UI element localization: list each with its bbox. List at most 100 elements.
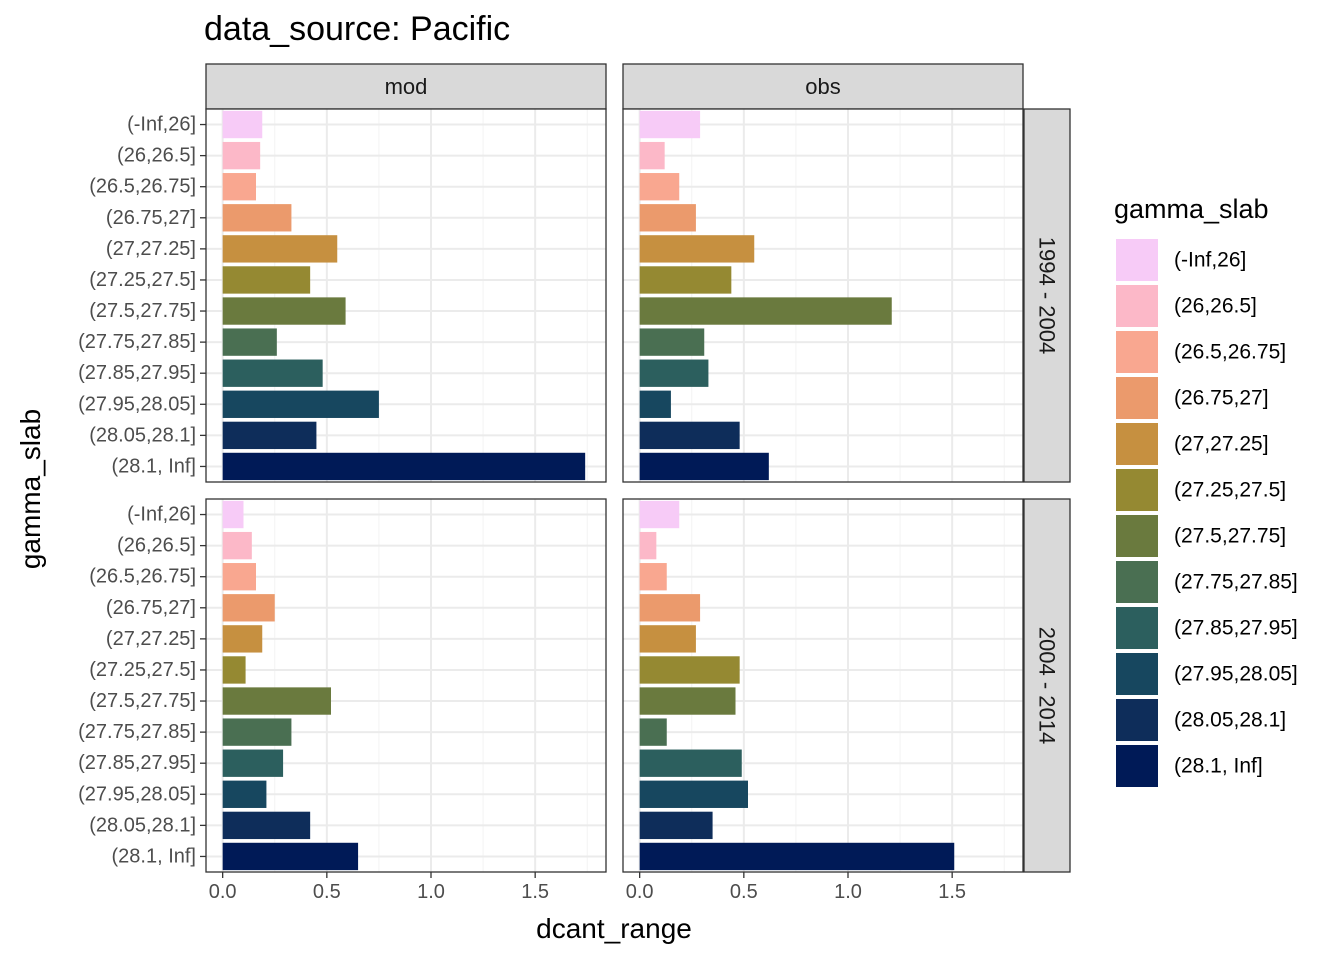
legend-item: (26,26.5] bbox=[1116, 285, 1257, 327]
bar-(27.25,27.5] bbox=[639, 266, 732, 294]
x-tick-label: 1.5 bbox=[938, 881, 966, 903]
legend: gamma_slab (-Inf,26] (26,26.5] (26.5,26.75… bbox=[1114, 194, 1298, 787]
bar-(27.85,27.95] bbox=[639, 359, 709, 387]
bar-(-Inf,26] bbox=[222, 500, 244, 529]
legend-label: (27,27.25] bbox=[1174, 433, 1269, 456]
bar-(26,26.5] bbox=[222, 141, 261, 170]
bar-(26.75,27] bbox=[639, 204, 696, 232]
bar-(26,26.5] bbox=[222, 531, 252, 560]
strip-label: obs bbox=[805, 74, 840, 99]
bar-(27.75,27.85] bbox=[639, 718, 667, 746]
legend-key bbox=[1116, 515, 1158, 557]
legend-item: (-Inf,26] bbox=[1116, 239, 1246, 281]
panel-border bbox=[205, 498, 607, 873]
facet-panels: mod obs 1994 - 2004 2004 - 2014 (-Inf,26] (26… bbox=[78, 63, 1071, 903]
bar-(26.5,26.75] bbox=[639, 173, 680, 201]
row-strip: 1994 - 2004 bbox=[1023, 108, 1071, 483]
legend-key bbox=[1116, 331, 1158, 373]
legend-key bbox=[1116, 469, 1158, 511]
panel-background bbox=[623, 499, 1023, 872]
y-tick-label: (27,27.25] bbox=[106, 238, 196, 260]
bar-(28.05,28.1] bbox=[639, 811, 713, 840]
x-tick-label: 1.0 bbox=[417, 881, 445, 903]
panel-border bbox=[205, 108, 607, 483]
y-tick-label: (27.25,27.5] bbox=[89, 659, 196, 681]
legend-label: (27.75,27.85] bbox=[1174, 571, 1298, 594]
legend-key bbox=[1116, 561, 1158, 603]
bar-(26,26.5] bbox=[639, 141, 665, 170]
legend-item: (27.75,27.85] bbox=[1116, 561, 1298, 603]
panel-background bbox=[206, 109, 606, 482]
legend-key bbox=[1116, 423, 1158, 465]
bar-(26.5,26.75] bbox=[639, 563, 667, 591]
panel-border bbox=[622, 498, 1024, 873]
y-tick-label: (27.75,27.85] bbox=[78, 721, 196, 743]
facet-panel: (-Inf,26] (26,26.5] (26.5,26.75] (26.75,27]… bbox=[78, 498, 607, 903]
bar-(27.85,27.95] bbox=[222, 749, 284, 777]
legend-item: (27,27.25] bbox=[1116, 423, 1269, 465]
bar-(28.05,28.1] bbox=[222, 811, 311, 840]
facet-panel bbox=[622, 108, 1024, 483]
legend-key bbox=[1116, 699, 1158, 741]
x-axis-title: dcant_range bbox=[536, 913, 692, 944]
bar-(27,27.25] bbox=[639, 235, 755, 263]
bar-(27.5,27.75] bbox=[639, 687, 736, 715]
y-tick-label: (28.1, Inf] bbox=[112, 845, 197, 867]
legend-item: (28.1, Inf] bbox=[1116, 745, 1263, 787]
strip-background bbox=[1023, 108, 1071, 483]
y-tick-label: (26,26.5] bbox=[117, 145, 196, 167]
column-strip-mod: mod bbox=[205, 63, 607, 110]
bar-(26.75,27] bbox=[222, 594, 275, 622]
panel-background bbox=[206, 499, 606, 872]
bar-(28.1, Inf] bbox=[639, 842, 955, 871]
bar-(27.25,27.5] bbox=[222, 266, 311, 294]
y-tick-label: (27,27.25] bbox=[106, 628, 196, 650]
y-tick-label: (26.75,27] bbox=[106, 207, 196, 229]
y-tick-label: (28.1, Inf] bbox=[112, 455, 197, 477]
y-tick-label: (-Inf,26] bbox=[127, 504, 196, 526]
legend-key bbox=[1116, 607, 1158, 649]
strip-label: mod bbox=[385, 74, 428, 99]
bar-(27.95,28.05] bbox=[639, 780, 748, 808]
legend-key bbox=[1116, 653, 1158, 695]
x-tick-label: 1.5 bbox=[521, 881, 549, 903]
bar-(27,27.25] bbox=[222, 235, 338, 263]
row-strip: 2004 - 2014 bbox=[1023, 498, 1071, 873]
legend-label: (27.25,27.5] bbox=[1174, 479, 1286, 502]
bar-(27.75,27.85] bbox=[222, 718, 292, 746]
y-axis-title: gamma_slab bbox=[15, 409, 46, 569]
legend-title: gamma_slab bbox=[1114, 194, 1269, 224]
strip-label: 1994 - 2004 bbox=[1035, 237, 1060, 354]
bar-(-Inf,26] bbox=[639, 110, 701, 139]
legend-label: (26,26.5] bbox=[1174, 295, 1257, 318]
legend-item: (27.85,27.95] bbox=[1116, 607, 1298, 649]
legend-key bbox=[1116, 377, 1158, 419]
bar-(26,26.5] bbox=[639, 531, 657, 560]
y-tick-label: (28.05,28.1] bbox=[89, 814, 196, 836]
legend-label: (26.5,26.75] bbox=[1174, 341, 1286, 364]
bar-(27.5,27.75] bbox=[639, 297, 892, 325]
x-tick-label: 0.5 bbox=[313, 881, 341, 903]
bar-(28.05,28.1] bbox=[639, 421, 740, 450]
bar-(27.95,28.05] bbox=[222, 390, 379, 418]
x-tick-label: 0.0 bbox=[626, 881, 654, 903]
bar-(28.1, Inf] bbox=[222, 842, 359, 871]
y-tick-label: (27.25,27.5] bbox=[89, 269, 196, 291]
strip-label: 2004 - 2014 bbox=[1035, 627, 1060, 744]
legend-label: (27.85,27.95] bbox=[1174, 617, 1298, 640]
legend-key bbox=[1116, 285, 1158, 327]
bar-(27.85,27.95] bbox=[222, 359, 323, 387]
strip-background bbox=[1023, 498, 1071, 873]
bar-(27.75,27.85] bbox=[222, 328, 277, 356]
y-tick-label: (27.75,27.85] bbox=[78, 331, 196, 353]
legend-label: (27.5,27.75] bbox=[1174, 525, 1286, 548]
bar-(27.75,27.85] bbox=[639, 328, 705, 356]
legend-key bbox=[1116, 239, 1158, 281]
legend-key bbox=[1116, 745, 1158, 787]
strip-background bbox=[205, 63, 607, 110]
x-tick-label: 0.0 bbox=[209, 881, 237, 903]
strip-background bbox=[622, 63, 1024, 110]
legend-label: (27.95,28.05] bbox=[1174, 663, 1298, 686]
bar-(26.75,27] bbox=[222, 204, 292, 232]
